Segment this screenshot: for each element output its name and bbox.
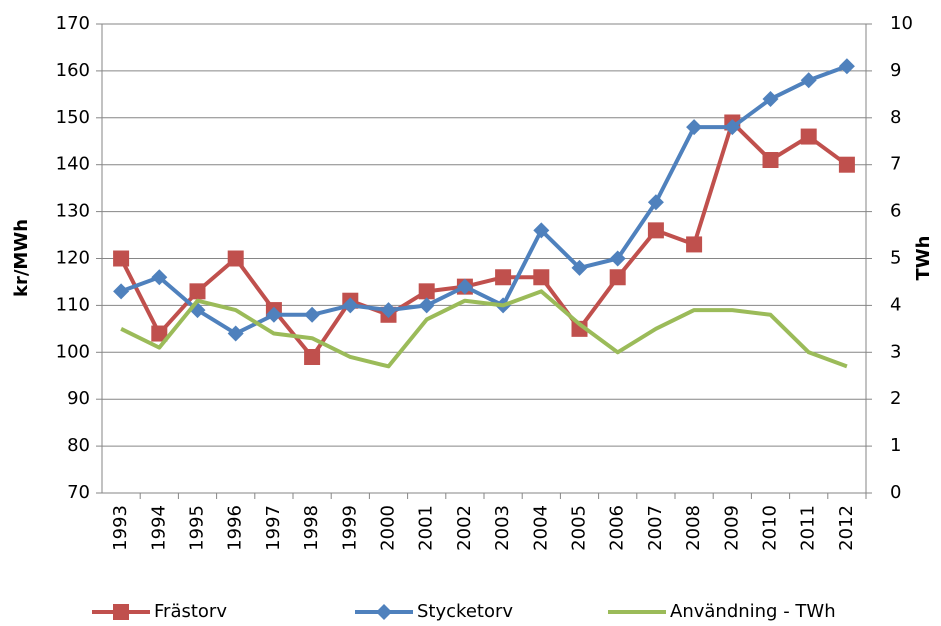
- marker: [838, 58, 855, 75]
- x-tick-label: 2006: [607, 505, 628, 551]
- marker: [456, 278, 473, 295]
- legend-marker: [113, 604, 129, 620]
- marker: [113, 283, 130, 300]
- marker: [495, 269, 512, 286]
- x-tick-label: 2000: [378, 505, 399, 551]
- marker: [227, 250, 244, 267]
- series-line: [120, 289, 848, 369]
- marker: [189, 283, 206, 300]
- marker: [647, 194, 664, 211]
- marker: [686, 119, 703, 136]
- marker: [533, 222, 550, 239]
- marker: [304, 348, 321, 365]
- y2-tick-label: 0: [890, 482, 901, 503]
- x-tick-label: 1999: [339, 505, 360, 551]
- marker: [762, 152, 779, 169]
- y2-tick-label: 4: [890, 294, 901, 315]
- marker: [380, 302, 397, 319]
- y2-tick-label: 10: [890, 13, 913, 34]
- y-axis-title: kr/MWh: [11, 219, 32, 297]
- marker: [151, 325, 168, 342]
- marker: [151, 269, 168, 286]
- marker: [609, 250, 626, 267]
- series-line: [120, 64, 848, 336]
- x-tick-label: 2007: [645, 505, 666, 551]
- x-tick-label: 1996: [225, 505, 246, 551]
- x-tick-label: 1993: [110, 505, 131, 551]
- y-tick-label: 130: [56, 201, 90, 222]
- legend-marker: [376, 604, 392, 620]
- y2-tick-label: 9: [890, 60, 901, 81]
- legend-label: Stycketorv: [417, 601, 513, 622]
- x-tick-label: 2004: [530, 505, 551, 551]
- marker: [304, 306, 321, 323]
- x-tick-label: 2009: [721, 505, 742, 551]
- marker: [800, 72, 817, 89]
- y-tick-label: 110: [56, 294, 90, 315]
- x-tick-label: 2003: [492, 505, 513, 551]
- y-tick-label: 80: [67, 435, 90, 456]
- x-tick-label: 1995: [187, 505, 208, 551]
- y2-tick-label: 3: [890, 341, 901, 362]
- y2-tick-label: 1: [890, 435, 901, 456]
- marker: [265, 306, 282, 323]
- x-tick-label: 1994: [148, 505, 169, 551]
- x-tick-label: 2008: [683, 505, 704, 551]
- marker: [342, 297, 359, 314]
- series-line: [119, 120, 849, 359]
- marker: [533, 269, 550, 286]
- y-tick-label: 150: [56, 107, 90, 128]
- x-tick-label: 1998: [301, 505, 322, 551]
- x-tick-label: 1997: [263, 505, 284, 551]
- marker: [571, 259, 588, 276]
- y2-tick-label: 6: [890, 201, 901, 222]
- y2-tick-label: 7: [890, 154, 901, 175]
- y-tick-label: 120: [56, 248, 90, 269]
- legend-label: Frästorv: [154, 601, 227, 622]
- marker: [762, 91, 779, 108]
- x-tick-label: 2002: [454, 505, 475, 551]
- x-tick-label: 2012: [836, 505, 857, 551]
- marker: [609, 269, 626, 286]
- marker: [686, 236, 703, 253]
- y2-axis-title: TWh: [913, 236, 934, 281]
- x-tick-label: 2010: [760, 505, 781, 551]
- y-tick-label: 140: [56, 154, 90, 175]
- y2-tick-label: 8: [890, 107, 901, 128]
- x-tick-label: 2011: [798, 505, 819, 551]
- marker: [418, 283, 435, 300]
- y2-tick-label: 5: [890, 248, 901, 269]
- x-tick-label: 2001: [416, 505, 437, 551]
- marker: [838, 156, 855, 173]
- marker: [647, 222, 664, 239]
- marker: [724, 119, 741, 136]
- legend-label: Användning - TWh: [670, 601, 836, 622]
- y-tick-label: 90: [67, 388, 90, 409]
- y2-tick-label: 2: [890, 388, 901, 409]
- marker: [227, 325, 244, 342]
- y-tick-label: 70: [67, 482, 90, 503]
- y-tick-label: 100: [56, 341, 90, 362]
- y-tick-label: 160: [56, 60, 90, 81]
- marker: [800, 128, 817, 145]
- marker: [113, 250, 130, 267]
- y-tick-label: 170: [56, 13, 90, 34]
- x-tick-label: 2005: [569, 505, 590, 551]
- marker: [418, 297, 435, 314]
